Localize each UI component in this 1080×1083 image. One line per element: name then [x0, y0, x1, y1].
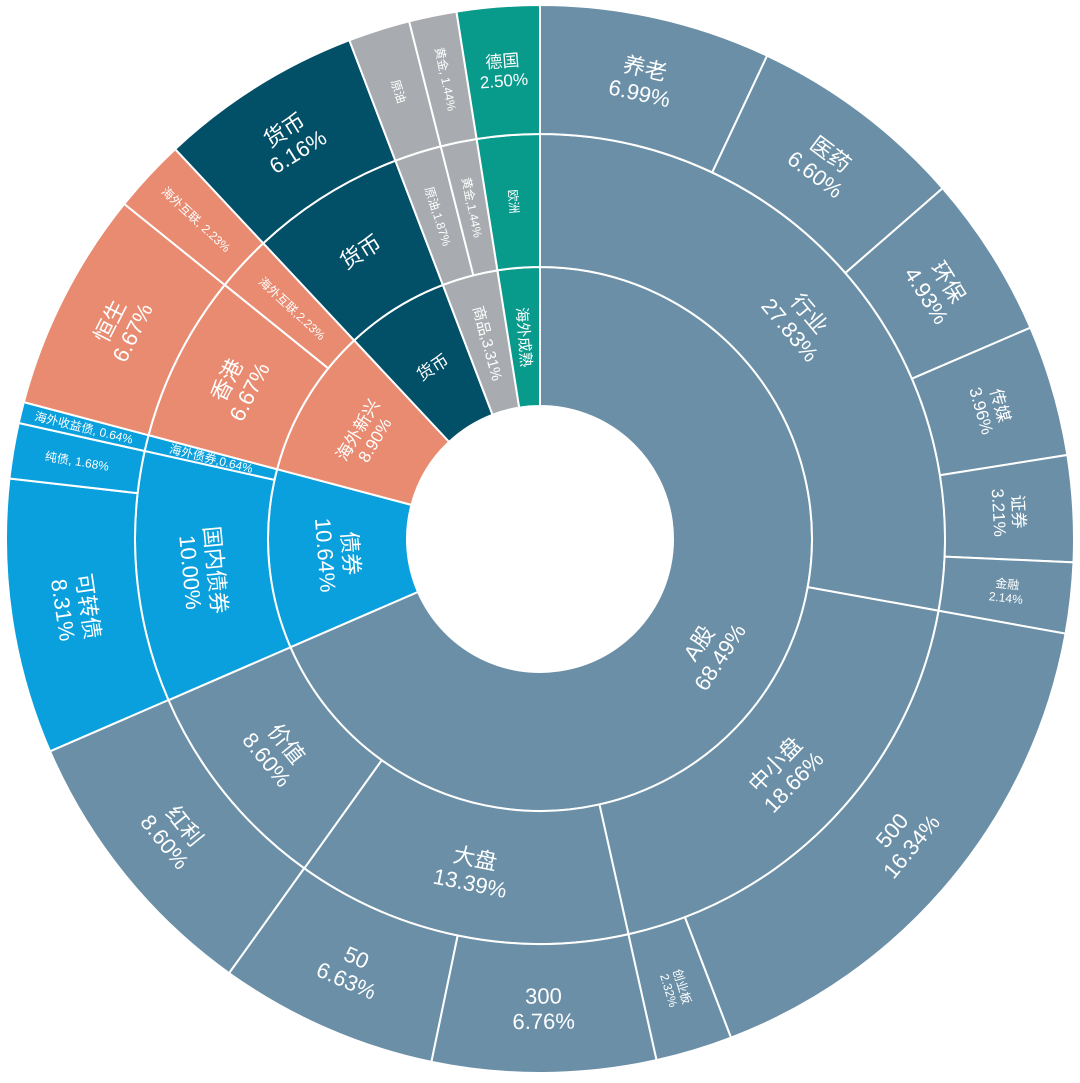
sunburst-arcs [5, 3, 1075, 1074]
ring1-label-5: 海外成熟 [513, 307, 535, 368]
ring3-label-11: 可转债8.31% [46, 572, 105, 645]
ring2-label-6: 香港6.67% [202, 347, 275, 425]
ring3-arc-19 [455, 3, 541, 141]
ring3-label-5: 金融2.14% [988, 574, 1025, 606]
ring3-label-8: 300 6.76% [512, 983, 575, 1034]
ring2-label-4: 国内债券10.00% [174, 525, 232, 617]
ring1-label-1: 债券10.64% [310, 515, 366, 593]
ring3-label-17: 原油 [388, 78, 409, 105]
ring2-label-11: 欧洲 [505, 189, 521, 214]
ring3-label-19: 德国2.50% [478, 50, 529, 92]
ring3-label-4: 证券3.21% [988, 487, 1029, 537]
